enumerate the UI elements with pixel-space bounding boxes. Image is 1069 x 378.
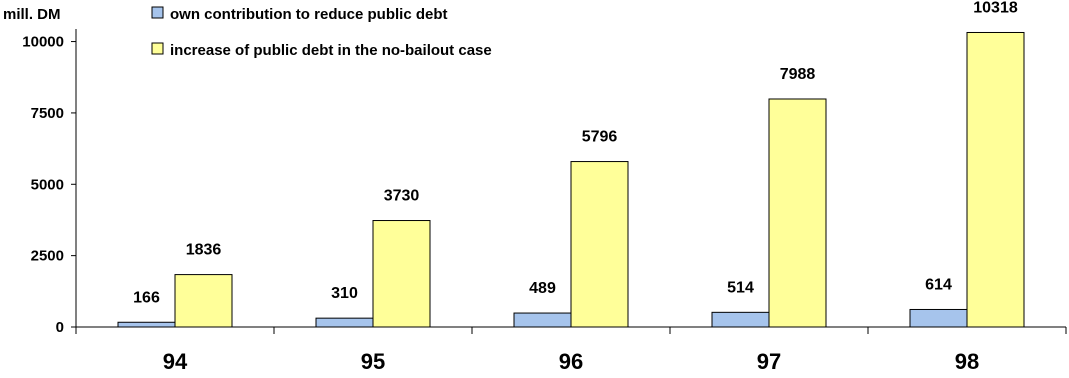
y-tick-label: 0 bbox=[56, 319, 64, 336]
bar-own-contribution-97 bbox=[711, 311, 770, 328]
x-tick-label: 97 bbox=[757, 349, 781, 374]
data-label-public-debt-increase-96: 5796 bbox=[582, 129, 618, 146]
bar-own-contribution-95 bbox=[315, 317, 374, 328]
data-label-own-contribution-96: 489 bbox=[529, 280, 556, 297]
data-label-own-contribution-95: 310 bbox=[331, 285, 358, 302]
x-tick-label: 94 bbox=[163, 349, 188, 374]
bar-public-debt-increase-94 bbox=[174, 274, 233, 328]
legend-label-increase-public-debt: increase of public debt in the no-bailou… bbox=[170, 42, 492, 59]
data-label-public-debt-increase-95: 3730 bbox=[384, 188, 420, 205]
data-label-own-contribution-98: 614 bbox=[925, 276, 952, 293]
x-tick-label: 95 bbox=[361, 349, 385, 374]
data-label-own-contribution-97: 514 bbox=[727, 279, 754, 296]
bar-public-debt-increase-98 bbox=[966, 31, 1025, 328]
bar-public-debt-increase-96 bbox=[570, 161, 629, 328]
data-label-public-debt-increase-98: 10318 bbox=[973, 0, 1018, 16]
x-tick-label: 98 bbox=[955, 349, 979, 374]
y-tick-label: 5000 bbox=[31, 176, 64, 193]
legend-swatch-own-contribution bbox=[151, 6, 164, 19]
x-tick-label: 96 bbox=[559, 349, 583, 374]
data-label-public-debt-increase-94: 1836 bbox=[186, 242, 222, 259]
legend: own contribution to reduce public debt i… bbox=[151, 6, 492, 59]
axes: 0 2500 5000 7500 10000 94 95 96 97 98 bbox=[22, 29, 1067, 374]
bar-public-debt-increase-95 bbox=[372, 220, 431, 328]
bar-public-debt-increase-97 bbox=[768, 98, 827, 328]
bar-own-contribution-98 bbox=[909, 308, 968, 328]
legend-swatch-increase-public-debt bbox=[151, 42, 164, 55]
y-tick-label: 10000 bbox=[22, 34, 64, 51]
data-labels: 166 1836 310 3730 489 5796 514 7988 614 10318 bbox=[133, 0, 1018, 306]
y-tick-label: 7500 bbox=[31, 105, 64, 122]
data-label-public-debt-increase-97: 7988 bbox=[780, 66, 816, 83]
bar-own-contribution-96 bbox=[513, 312, 572, 328]
bars bbox=[117, 31, 1025, 328]
legend-label-own-contribution: own contribution to reduce public debt bbox=[170, 6, 448, 23]
y-axis-label: mill. DM bbox=[3, 6, 61, 23]
bar-own-contribution-94 bbox=[117, 321, 176, 328]
data-label-own-contribution-94: 166 bbox=[133, 289, 160, 306]
y-tick-label: 2500 bbox=[31, 248, 64, 265]
